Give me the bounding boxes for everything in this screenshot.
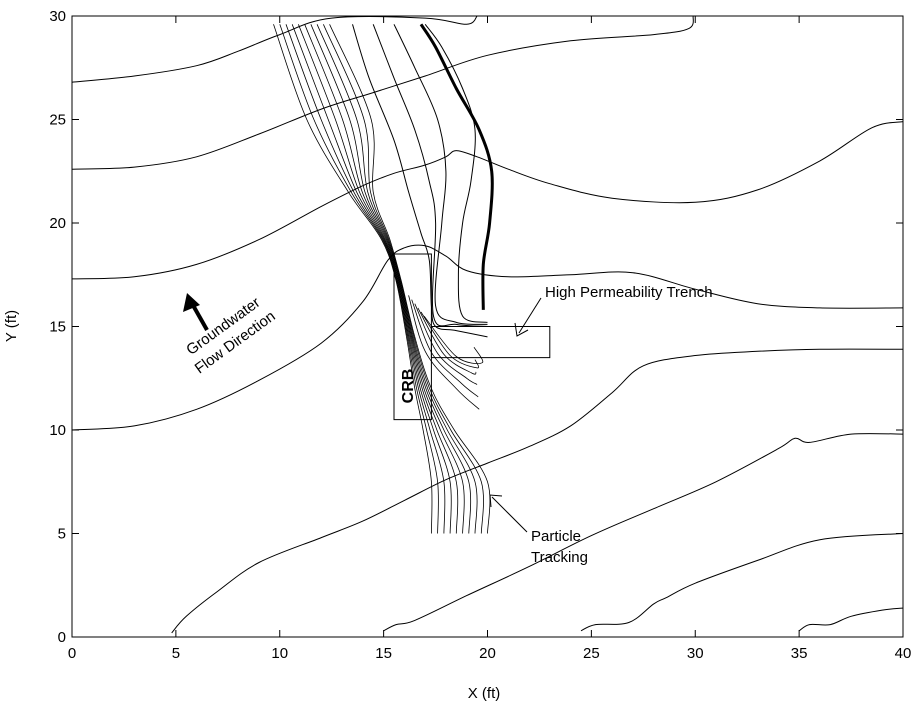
head-contour-4 (71, 244, 904, 431)
remediation-structures (393, 253, 551, 421)
pathline-fan-1 (408, 295, 480, 410)
head-contour-3 (71, 121, 904, 280)
pathline-10 (329, 24, 491, 534)
head-contour-5 (171, 348, 904, 634)
x-tick-label: 10 (271, 645, 288, 662)
pathline-2 (279, 24, 439, 534)
head-contour-6 (383, 433, 904, 632)
pathline-bold (419, 23, 494, 310)
pathline-fan-3 (414, 303, 478, 385)
x-axis-title: X (ft) (468, 685, 501, 702)
pathline-fan-2 (411, 299, 479, 398)
pathline-8 (316, 24, 478, 534)
trench-callout-arrow (514, 297, 542, 337)
pathline-trench-2 (372, 24, 488, 327)
axes: 0 5 10 15 20 25 30 35 40 0 5 10 15 20 25 30 (49, 8, 911, 662)
x-tick-label: 25 (583, 645, 600, 662)
head-contour-8 (798, 607, 904, 632)
head-contour-2 (71, 15, 694, 170)
pathline-fan-5 (420, 311, 479, 369)
pathline-trench-3 (393, 24, 488, 325)
x-tick-label: 20 (479, 645, 496, 662)
y-tick-label: 20 (49, 215, 66, 232)
x-tick-label: 30 (687, 645, 704, 662)
tracking-label-line2: Tracking (531, 549, 588, 566)
trench-outline (430, 326, 551, 359)
trench-label: High Permeability Trench (545, 284, 713, 301)
head-contour-7 (580, 533, 904, 632)
pathline-7 (310, 24, 472, 534)
pathline-trench-4 (424, 24, 488, 323)
pathline-5 (298, 24, 459, 534)
tracking-label-line1: Particle (531, 528, 581, 545)
x-tick-label: 15 (375, 645, 392, 662)
pathline-fan-4 (417, 307, 477, 375)
pathline-fan-6 (423, 315, 484, 364)
y-axis-title: Y (ft) (3, 310, 20, 342)
tracking-callout-arrow (489, 494, 528, 533)
pathline-trench-1 (352, 24, 488, 338)
particle-pathlines (273, 23, 494, 534)
x-tick-label: 35 (791, 645, 808, 662)
pathline-4 (291, 24, 452, 534)
pathline-1 (273, 24, 433, 534)
y-tick-label: 10 (49, 422, 66, 439)
x-tick-label: 40 (895, 645, 912, 662)
head-contour-lines (71, 15, 904, 634)
flow-direction-arrow (183, 293, 209, 331)
y-tick-label: 0 (58, 629, 66, 646)
pathline-6 (304, 24, 465, 534)
y-tick-label: 15 (49, 319, 66, 336)
pathline-3 (285, 24, 446, 534)
y-tick-label: 30 (49, 8, 66, 25)
barrier-label: CRB (400, 369, 417, 404)
pathline-9 (323, 24, 484, 534)
crb-outline (393, 253, 432, 421)
x-tick-label: 5 (172, 645, 180, 662)
y-tick-label: 25 (49, 112, 66, 129)
y-tick-label: 5 (58, 526, 66, 543)
head-contour-1 (71, 15, 478, 83)
x-tick-label: 0 (68, 645, 76, 662)
